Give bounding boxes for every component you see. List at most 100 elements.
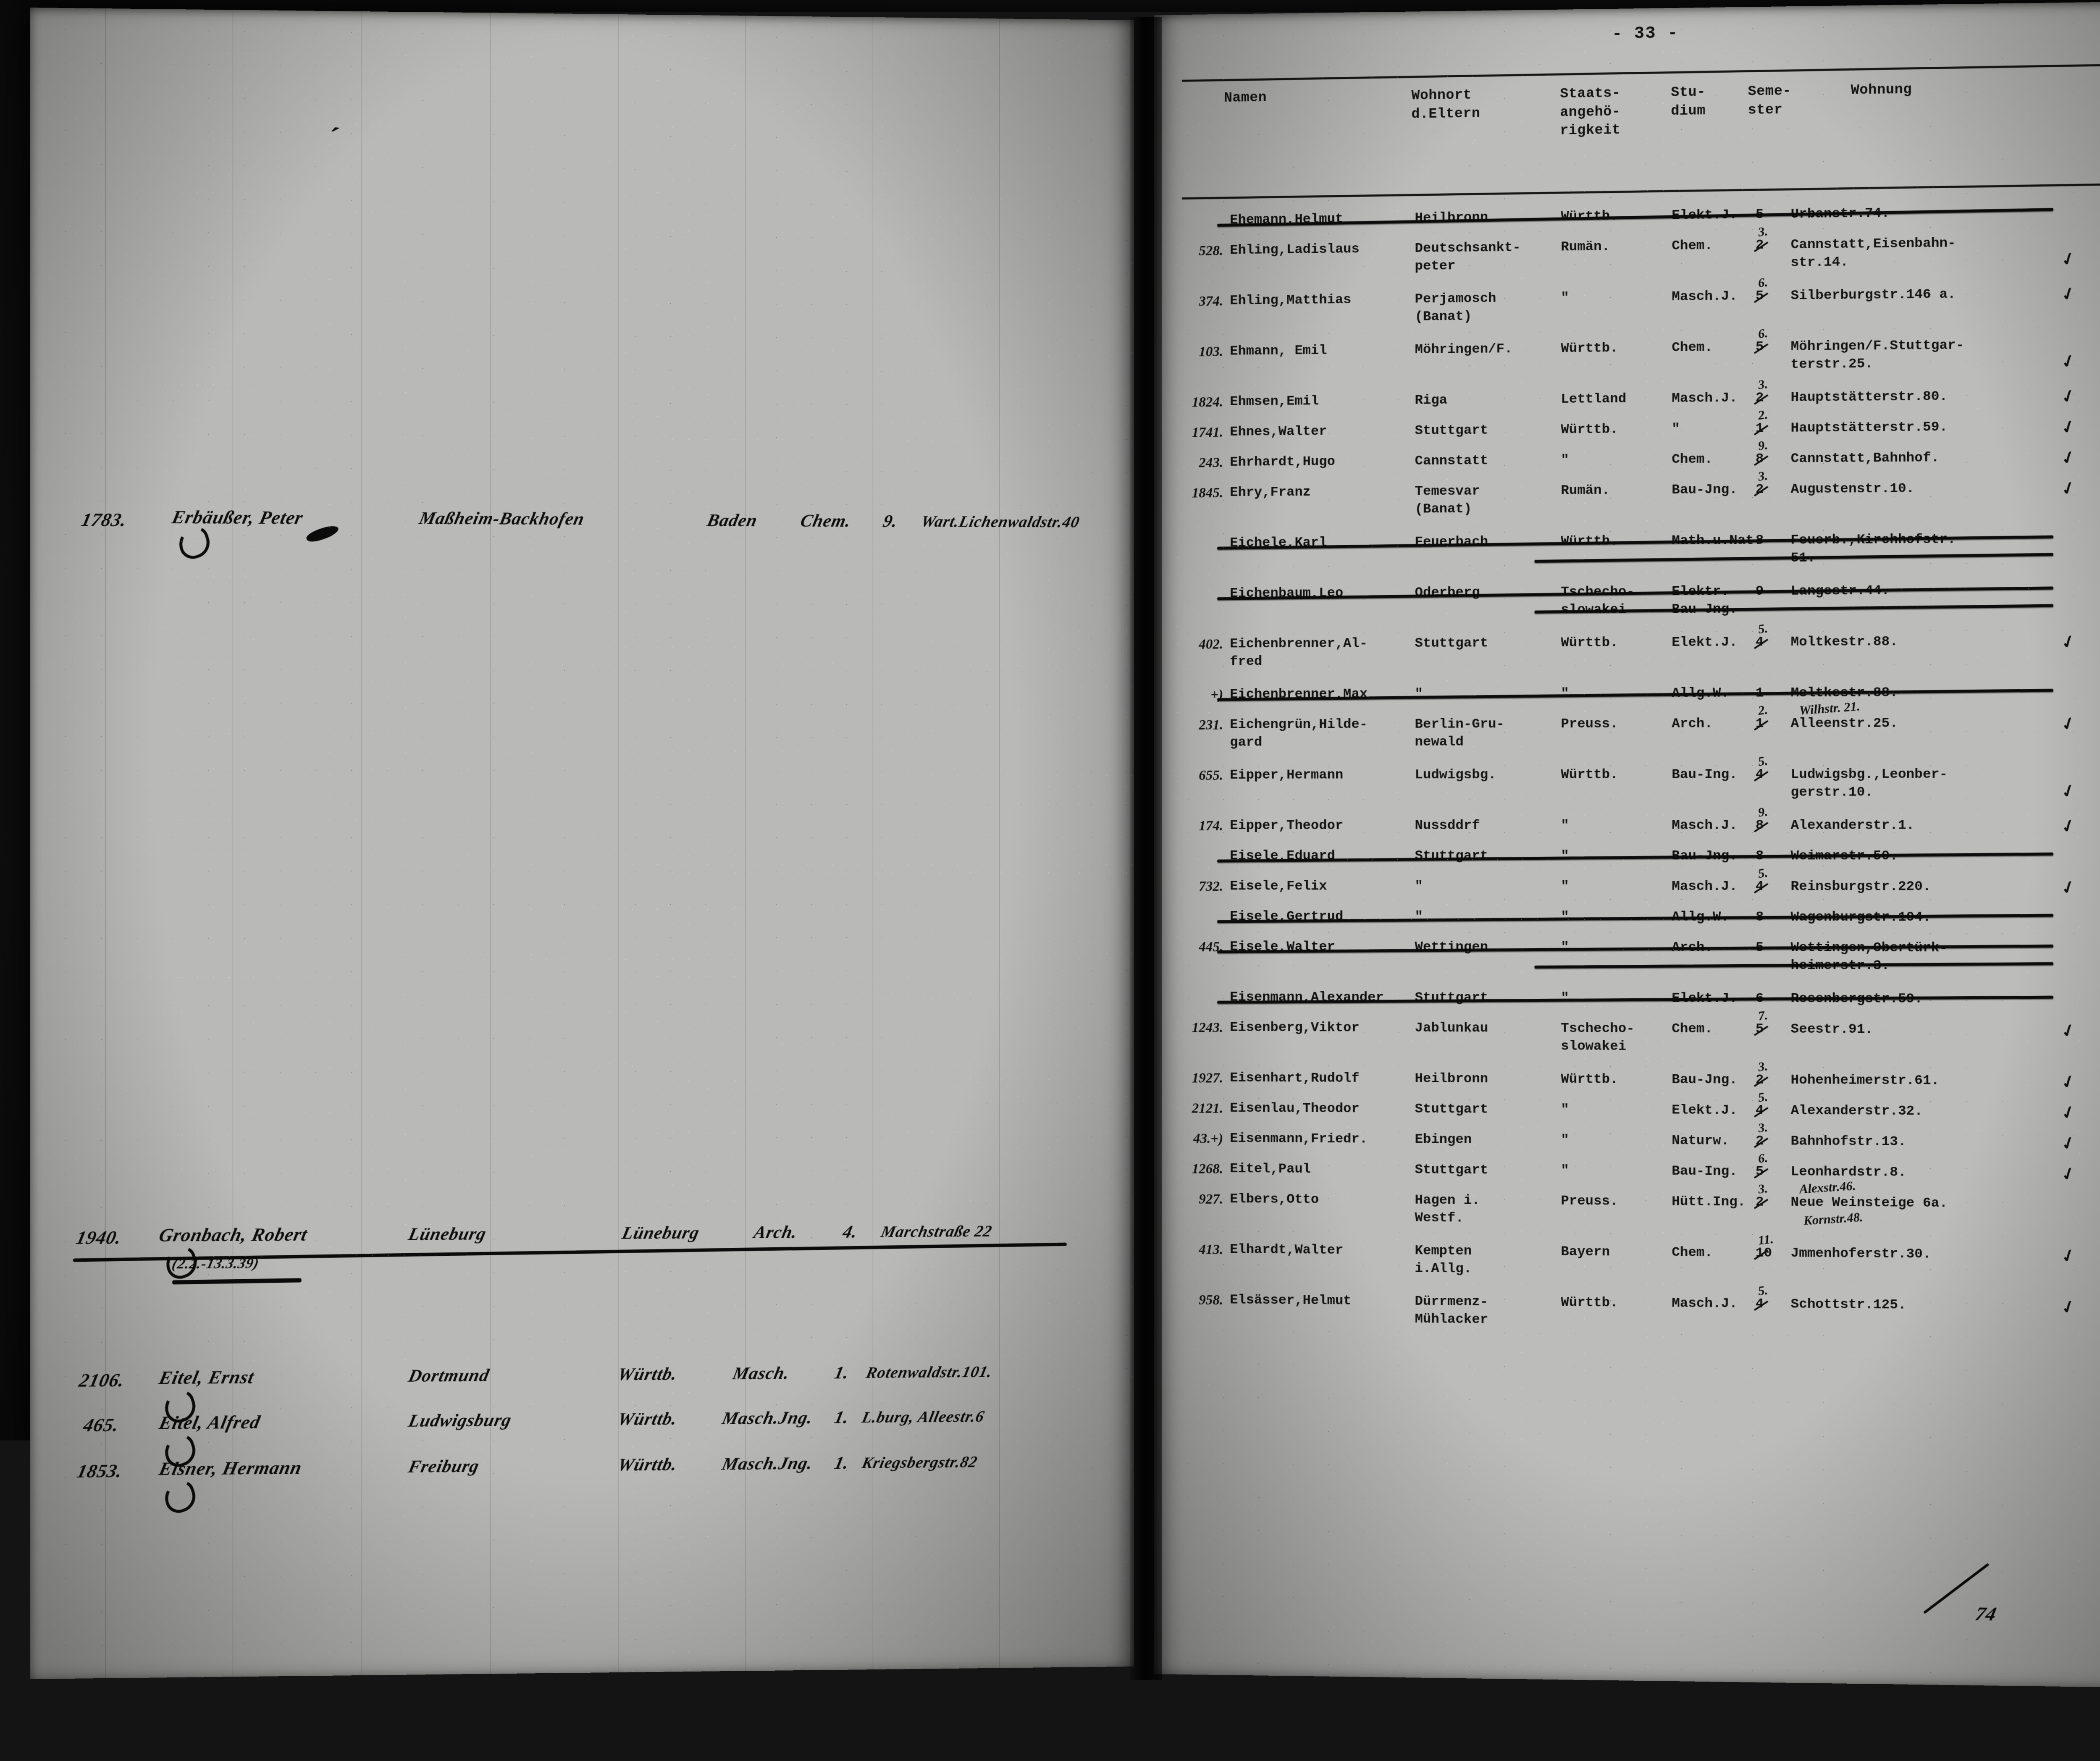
row-staatsangehoerigkeit: Preuss.: [1561, 716, 1618, 733]
checkmark-icon: ✓: [2058, 1018, 2079, 1043]
table-row: 2121. Eisenlau,Theodor Stuttgart " Elekt.J. 4…: [1154, 1100, 2100, 1104]
checkmark-icon: ✓: [2058, 629, 2079, 655]
handwritten-entry-semester-4: 1.: [832, 1453, 851, 1474]
row-register-number: 927.: [1160, 1190, 1223, 1208]
table-row: 1243. Eisenberg,Viktor Jablunkau Tschecho- C…: [1154, 1019, 2100, 1022]
row-wohnort-cont: peter: [1415, 257, 1456, 275]
handwritten-entry-studium-0: Chem.: [798, 511, 853, 531]
row-register-number: 1927.: [1160, 1069, 1223, 1087]
row-studium: Naturw.: [1672, 1132, 1729, 1150]
table-row: 231. Eichengrün,Hilde- Berlin-Gru- Preuss. A…: [1154, 714, 2100, 716]
row-wohnort: Riga: [1415, 392, 1448, 409]
row-studium: Bau-Ing.: [1672, 1163, 1737, 1180]
checkmark-icon: ✓: [2058, 349, 2079, 374]
table-row: 445.Eisele,WalterWettingen"Arch.5Wetting…: [1154, 938, 2100, 940]
row-studium: Masch.J.: [1672, 390, 1737, 407]
book-gutter-shadow: [1130, 17, 1162, 1680]
table-row: 1824. Ehmsen,Emil Riga Lettland Masch.J. 2 Hau…: [1154, 386, 2100, 394]
row-studium: Bau-Jng.: [1672, 1071, 1737, 1089]
handwritten-entry-wohnung-3: L.burg, Alleestr.6: [860, 1407, 986, 1427]
scanned-page-image: 1783. Erbäußer, Peter Maßheim-Backhofen …: [0, 0, 2100, 1761]
row-studium: Arch.: [1672, 715, 1713, 733]
handwritten-entry-semester-2: 1.: [832, 1363, 851, 1383]
row-wohnort: Berlin-Gru-: [1415, 716, 1504, 733]
checkmark-icon: ✓: [2058, 1131, 2079, 1156]
row-studium: Masch.J.: [1672, 1295, 1737, 1313]
row-register-number: 2121.: [1160, 1100, 1223, 1118]
row-staatsangehoerigkeit: Württb.: [1561, 340, 1618, 357]
table-row: 43.+) Eisenmann,Friedr. Ebingen " Naturw. 2 Ba…: [1154, 1130, 2100, 1134]
table-row: 1268. Eitel,Paul Stuttgart " Bau-Ing. 5 Leonha…: [1154, 1160, 2100, 1165]
semester-correction: 5.: [1757, 620, 1769, 638]
row-name-cont: fred: [1230, 653, 1262, 670]
semester-correction: 3.: [1757, 1058, 1769, 1076]
handwritten-entry-staat-2: Württb.: [616, 1364, 679, 1385]
row-name: Eisele,Walter: [1230, 938, 1335, 955]
table-row: Eisele,Gertrud""Allg.W.8Wagenburgstr.104…: [1154, 908, 2100, 909]
checkmark-icon: ✓: [2058, 383, 2079, 409]
right-page: - 33 - Namen Wohnort d.Eltern Staats- an…: [1154, 1, 2100, 1688]
handwritten-entry-ort-2: Dortmund: [407, 1365, 491, 1386]
flourish-loop-4: [160, 1478, 200, 1516]
checkmark-icon: ✓: [2058, 778, 2079, 803]
handwritten-entry-ort-3: Ludwigsburg: [407, 1410, 514, 1431]
table-row: 1845. Ehry,Franz Temesvar Rumän. Bau-Jng. 2 Au…: [1154, 479, 2100, 485]
checkmark-icon: ✓: [2058, 1100, 2079, 1125]
handwritten-entry-wohnung-2: Rotenwaldstr.101.: [864, 1362, 994, 1382]
row-register-number: 528.: [1160, 242, 1223, 260]
row-staatsangehoerigkeit: Preuss.: [1561, 1193, 1618, 1210]
flourish-loop-0: [175, 524, 214, 562]
row-wohnort: Möhringen/F.: [1415, 341, 1513, 359]
handwritten-entry-ort-1: Lüneburg: [407, 1224, 488, 1245]
handwritten-entry-studium-4: Masch.Jng.: [720, 1453, 815, 1474]
row-register-number: 655.: [1160, 767, 1223, 785]
row-register-number: 43.+): [1160, 1130, 1223, 1148]
row-wohnort: Hagen i.: [1415, 1192, 1480, 1210]
row-register-number: 413.: [1160, 1241, 1223, 1259]
row-wohnort: ": [1415, 908, 1423, 926]
ink-blot-0: [305, 522, 340, 545]
row-studium: Masch.J.: [1672, 878, 1737, 895]
row-wohnort-cont: Mühlacker: [1415, 1311, 1488, 1329]
handwritten-entry-staat-1: Lüneburg: [620, 1223, 701, 1243]
row-name: Eisele,Gertrud: [1230, 908, 1343, 925]
book-board-bottom: [38, 1692, 2100, 1717]
table-row: 927. Elbers,Otto Hagen i. Preuss. Hütt.Ing. 2…: [1154, 1190, 2100, 1196]
row-register-number: 1243.: [1160, 1019, 1223, 1037]
row-wohnung: Jmmenhoferstr.30.: [1791, 1245, 1931, 1263]
row-studium: Chem.: [1672, 451, 1713, 468]
table-row: 655. Eipper,Hermann Ludwigsbg. Württb. Bau-I…: [1154, 766, 2100, 767]
table-row: 103. Ehmann, Emil Möhringen/F. Württb. Chem.…: [1154, 335, 2100, 344]
row-register-number: 243.: [1160, 454, 1223, 472]
row-studium: Chem.: [1672, 1244, 1713, 1262]
handwritten-entry-name-0: Erbäußer, Peter: [170, 506, 305, 528]
row-wohnort: Stuttgart: [1415, 848, 1488, 865]
handwritten-entry-num-4: 1853.: [75, 1460, 125, 1482]
row-staatsangehoerigkeit: ": [1561, 878, 1569, 895]
checkmark-icon: ✓: [2058, 875, 2079, 900]
handwritten-entry-wohnung-1: Marchstraße 22: [879, 1222, 994, 1241]
row-name: Eisenmann,Friedr.: [1230, 1130, 1368, 1148]
row-name: Eipper,Hermann: [1230, 766, 1343, 784]
semester-correction: 2.: [1757, 702, 1769, 719]
row-wohnung: Hauptstätterstr.80.: [1791, 388, 1948, 407]
row-studium: Masch.J.: [1672, 817, 1737, 834]
semester-correction: 6.: [1757, 274, 1769, 291]
row-studium: Hütt.Ing.: [1672, 1193, 1746, 1211]
table-row: 374. Ehling,Matthias Perjamosch " Masch.J. 5 S…: [1154, 284, 2100, 293]
row-staatsangehoerigkeit: Lettland: [1561, 391, 1626, 408]
handwritten-entry-staat-0: Baden: [705, 510, 759, 531]
row-studium: Bau-Ing.: [1672, 766, 1737, 784]
handwritten-entry-num-3: 465.: [81, 1414, 121, 1436]
row-name: Eitel,Paul: [1230, 1160, 1311, 1178]
row-wohnung: Alexanderstr.1.: [1791, 817, 1915, 835]
row-register-number: 231.: [1160, 716, 1223, 735]
row-wohnort: Temesvar: [1415, 483, 1480, 500]
row-name: Ehnes,Walter: [1230, 423, 1327, 441]
row-wohnort: Stuttgart: [1415, 422, 1488, 439]
semester-correction: 3.: [1757, 468, 1769, 485]
checkmark-icon: ✓: [2058, 281, 2079, 307]
row-wohnung: Cannstatt,Bahnhof.: [1791, 449, 1940, 468]
handwritten-entry-staat-4: Württb.: [616, 1454, 679, 1475]
row-wohnung: Möhringen/F.Stuttgar-: [1791, 337, 1964, 356]
